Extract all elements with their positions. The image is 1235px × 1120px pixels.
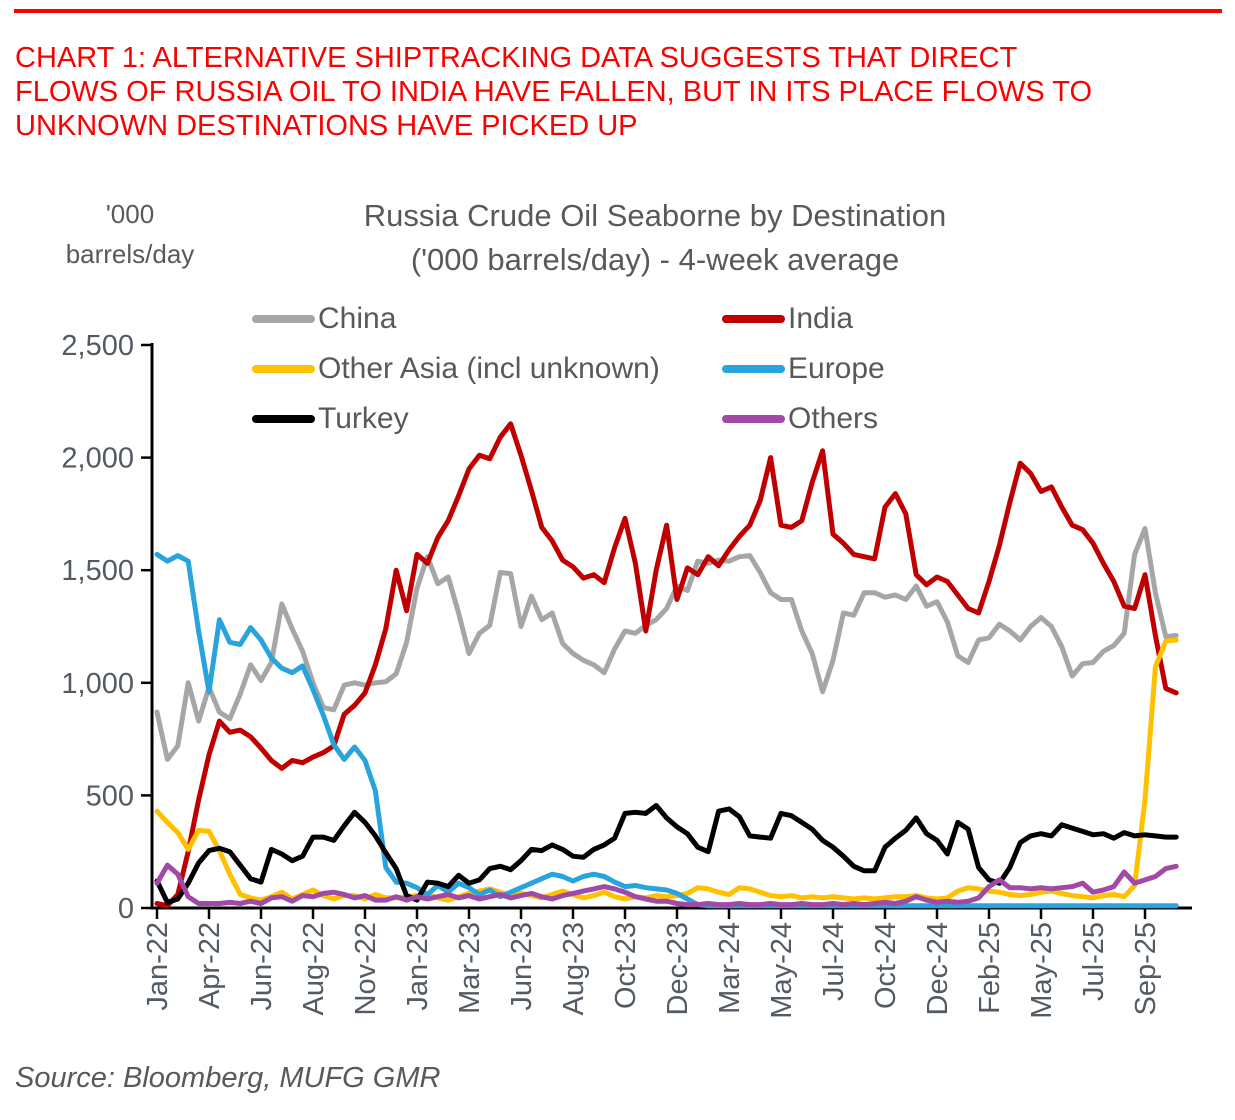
legend-swatch-turkey [252,415,315,423]
x-tick-label: Jul-25 [1078,922,1110,1001]
x-tick-label: Oct-23 [610,922,642,1009]
legend-label-india: India [788,302,854,335]
x-tick-label: May-25 [1026,922,1058,1019]
legend-item-china: China [252,302,722,336]
y-tick-label: 1,500 [61,555,134,587]
legend-swatch-other-asia-incl-unknown [252,365,315,373]
y-tick-label: 500 [86,780,134,812]
legend-swatch-others [722,415,785,423]
series-line-europe [154,551,1179,909]
top-rule [14,9,1222,13]
x-tick-label: Feb-25 [974,922,1006,1014]
x-tick-label: Apr-22 [194,922,226,1009]
legend-item-other-asia-incl-unknown: Other Asia (incl unknown) [252,352,722,386]
series-line-others [154,862,1179,908]
y-tick-label: 1,000 [61,668,134,700]
x-tick-label: Sep-25 [1130,922,1162,1016]
x-tick-label: Jan-23 [402,922,434,1011]
legend-label-china: China [318,302,397,335]
legend-item-turkey: Turkey [252,402,722,436]
headline-line-2: FLOWS OF RUSSIA OIL TO INDIA HAVE FALLEN… [15,76,1093,108]
x-tick-label: Mar-24 [714,922,746,1014]
x-tick-label: Dec-24 [922,922,954,1016]
headline-line-3: UNKNOWN DESTINATIONS HAVE PICKED UP [15,110,638,142]
y-axis-unit-line-2: barrels/day [65,239,195,269]
headline-line-1: CHART 1: ALTERNATIVE SHIPTRACKING DATA S… [15,42,1018,74]
series-line-india [154,421,1179,909]
x-tick-label: Jan-22 [142,922,174,1011]
x-tick-label: Aug-23 [558,922,590,1016]
chart-title: Russia Crude Oil Seaborne by Destination [363,198,947,233]
legend-label-turkey: Turkey [318,402,409,435]
x-tick-label: Aug-22 [298,922,330,1016]
series-line-other-asia-incl-unknown [154,637,1179,903]
x-tick-label: Jun-23 [506,922,538,1011]
legend-label-others: Others [788,402,879,435]
legend-label-europe: Europe [788,352,885,385]
chart-subtitle: ('000 barrels/day) - 4-week average [410,242,900,277]
x-tick-label: Nov-22 [350,922,382,1016]
chart-headline: CHART 1: ALTERNATIVE SHIPTRACKING DATA S… [15,41,1220,143]
series-line-china [154,526,1179,762]
legend-item-india: India [722,302,885,336]
series-line-turkey [154,803,1179,905]
y-axis-unit-line-1: '000 [105,199,155,229]
legend-item-others: Others [722,402,885,436]
legend-label-other-asia-incl-unknown: Other Asia (incl unknown) [318,352,660,385]
y-tick-label: 0 [118,893,134,925]
legend-swatch-europe [722,365,785,373]
x-tick-label: Dec-23 [662,922,694,1016]
legend-swatch-china [252,315,315,323]
x-tick-label: Jun-22 [246,922,278,1011]
y-axis-unit-label: '000 barrels/day [30,194,230,274]
legend-item-europe: Europe [722,352,885,386]
chart-legend: China India Other Asia (incl unknown) Europ… [252,294,885,444]
y-tick-label: 2,000 [61,443,134,475]
source-note: Source: Bloomberg, MUFG GMR [15,1062,441,1094]
legend-swatch-india [722,315,785,323]
y-tick-label: 2,500 [61,330,134,362]
x-tick-label: Jul-24 [818,922,850,1001]
x-tick-label: Oct-24 [870,922,902,1009]
x-tick-label: May-24 [766,922,798,1019]
x-tick-label: Mar-23 [454,922,486,1014]
